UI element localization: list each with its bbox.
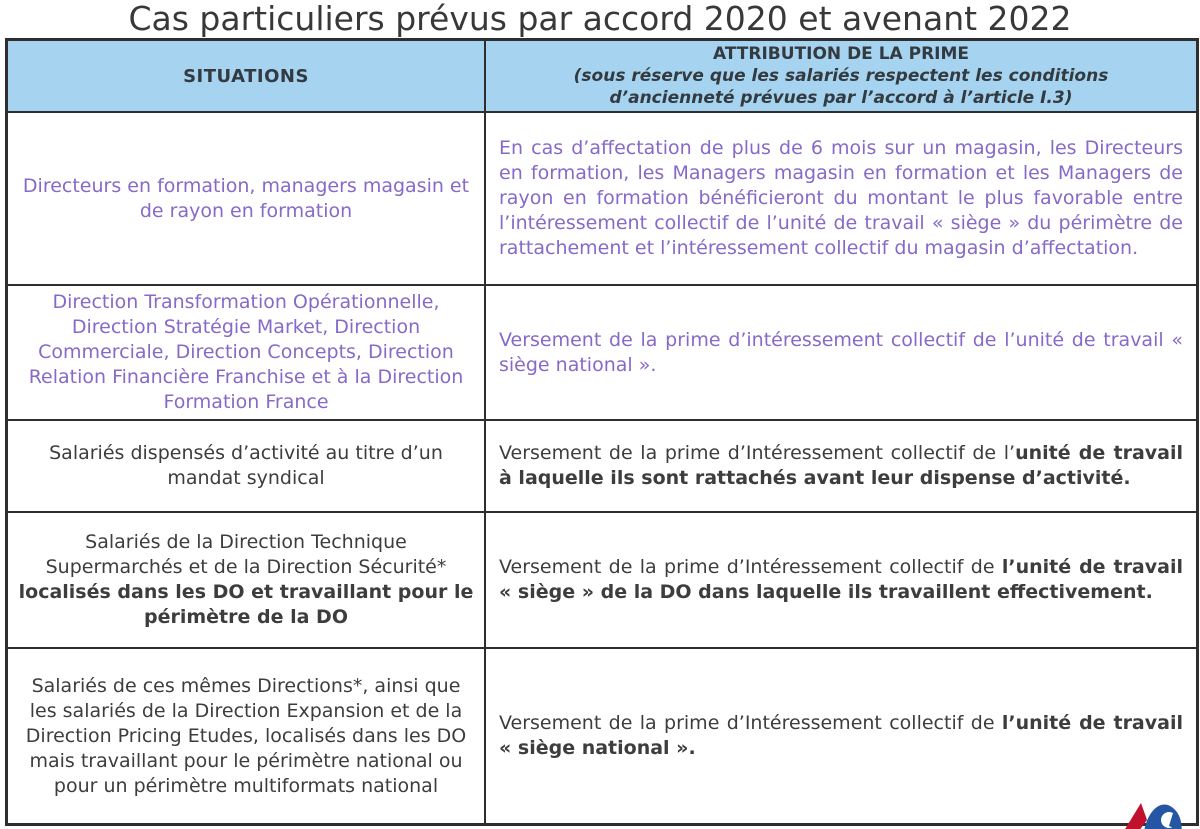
page-title: Cas particuliers prévus par accord 2020 … — [128, 0, 1072, 38]
attribution-cell-4: Versement de la prime d’Intéressement co… — [486, 513, 1196, 649]
attribution-cell-2: Versement de la prime d’intéressement co… — [486, 286, 1196, 421]
carrefour-logo — [1113, 799, 1185, 829]
attribution-cell-5: Versement de la prime d’Intéressement co… — [499, 712, 1183, 759]
table-header-attribution: ATTRIBUTION DE LA PRIME (sous réserve qu… — [486, 41, 1196, 113]
situation-cell-4: Salariés de la Direction Technique Super… — [8, 513, 486, 649]
situation-cell-5: Salariés de ces mêmes Directions*, ainsi… — [8, 649, 486, 823]
attribution-cell-3: Versement de la prime d’Intéressement co… — [486, 421, 1196, 513]
header-attribution-title: ATTRIBUTION DE LA PRIME — [712, 44, 970, 64]
carrefour-logo-graphic — [1125, 803, 1182, 829]
situation-cell-3: Salariés dispensés d’activité au titre d… — [8, 421, 486, 513]
header-attribution-subtitle-line2: d’ancienneté prévues par l’accord à l’ar… — [609, 88, 1073, 108]
situation-cell-2: Direction Transformation Opérationnelle,… — [8, 286, 486, 421]
table-header-situations: SITUATIONS — [8, 41, 486, 113]
special-cases-table: SITUATIONS ATTRIBUTION DE LA PRIME (sous… — [5, 38, 1199, 826]
attribution-cell-1: En cas d’affectation de plus de 6 mois s… — [486, 113, 1196, 286]
header-situations-label: SITUATIONS — [183, 65, 309, 87]
header-attribution-subtitle-line1: (sous réserve que les salariés respecten… — [573, 66, 1109, 86]
situation-cell-1: Directeurs en formation, managers magasi… — [8, 113, 486, 286]
